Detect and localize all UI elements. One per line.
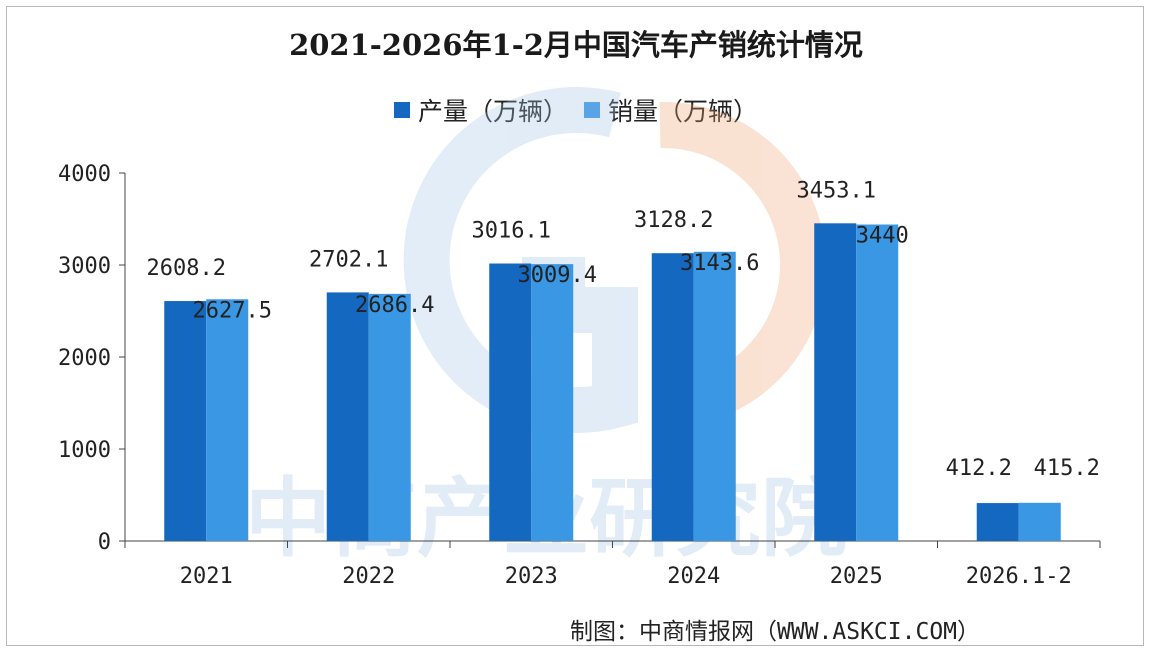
production-value-label: 3453.1 xyxy=(797,178,876,203)
production-bar xyxy=(489,263,532,541)
sales-bar xyxy=(206,299,249,541)
production-bar xyxy=(326,292,369,541)
x-tick-label: 2023 xyxy=(505,564,558,589)
sales-value-label: 415.2 xyxy=(1034,456,1100,481)
production-bar xyxy=(651,253,694,541)
sales-bar xyxy=(693,251,736,541)
production-bar xyxy=(814,223,857,541)
chart-title: 2021-2026年1-2月中国汽车产销统计情况 xyxy=(289,28,863,62)
legend-swatch-production xyxy=(393,102,410,118)
x-tick-label: 2021 xyxy=(180,564,233,589)
legend: 产量（万辆） 销量（万辆） xyxy=(0,92,1152,128)
y-tick-label: 1000 xyxy=(58,438,111,463)
production-value-label: 2608.2 xyxy=(147,256,226,281)
legend-item-production: 产量（万辆） xyxy=(393,92,568,128)
sales-value-label: 3009.4 xyxy=(518,263,597,288)
sales-bar xyxy=(856,224,899,541)
y-tick-label: 4000 xyxy=(58,162,111,187)
production-bar xyxy=(976,503,1019,541)
y-tick-label: 2000 xyxy=(58,346,111,371)
x-tick-label: 2022 xyxy=(342,564,395,589)
production-value-label: 3016.1 xyxy=(472,219,551,244)
chart-credit: 制图：中商情报网（WWW.ASKCI.COM） xyxy=(570,619,981,645)
production-value-label: 3128.2 xyxy=(634,208,713,233)
sales-value-label: 3440 xyxy=(856,224,909,249)
sales-value-label: 2627.5 xyxy=(193,298,272,323)
legend-label-sales: 销量（万辆） xyxy=(608,97,759,126)
production-bar xyxy=(164,301,207,541)
legend-swatch-sales xyxy=(584,102,600,118)
x-tick-label: 2024 xyxy=(667,564,720,589)
y-tick-label: 3000 xyxy=(58,254,111,279)
legend-item-sales: 销量（万辆） xyxy=(584,92,758,128)
sales-value-label: 3143.6 xyxy=(680,251,759,276)
production-value-label: 412.2 xyxy=(946,456,1012,481)
y-tick-label: 0 xyxy=(98,530,111,555)
sales-bar xyxy=(531,264,574,541)
production-value-label: 2702.1 xyxy=(309,247,388,272)
x-tick-label: 2026.1-2 xyxy=(966,564,1072,589)
sales-value-label: 2686.4 xyxy=(355,293,434,318)
legend-label-production: 产量（万辆） xyxy=(417,97,568,126)
sales-bar xyxy=(1018,502,1061,541)
x-tick-label: 2025 xyxy=(830,564,883,589)
sales-bar xyxy=(368,293,411,541)
